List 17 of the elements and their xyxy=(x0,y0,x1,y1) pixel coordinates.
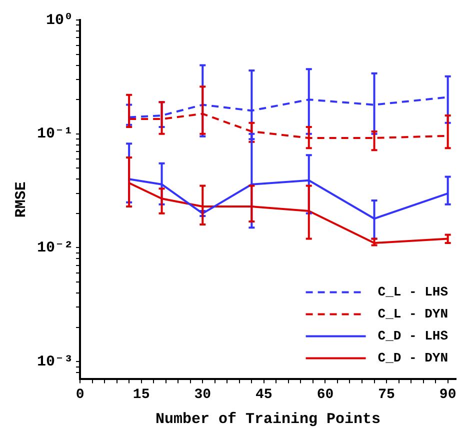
y-axis-title: RMSE xyxy=(12,182,30,218)
y-tick-label: 10⁰ xyxy=(46,12,74,29)
x-tick-label: 0 xyxy=(76,387,84,404)
legend-label: C_L - LHS xyxy=(378,284,448,300)
x-tick-label: 45 xyxy=(256,387,272,404)
x-tick-label: 90 xyxy=(439,387,456,404)
y-tick-label: 10⁻² xyxy=(36,239,74,256)
legend-label: C_D - DYN xyxy=(378,350,448,366)
y-tick-label: 10⁻¹ xyxy=(36,126,74,143)
x-tick-label: 30 xyxy=(194,387,212,404)
x-tick-label: 60 xyxy=(316,387,334,404)
legend-label: C_L - DYN xyxy=(378,306,448,322)
legend-label: C_D - LHS xyxy=(378,328,448,344)
x-axis-title: Number of Training Points xyxy=(155,410,381,428)
y-tick-label: 10⁻³ xyxy=(36,353,74,370)
x-tick-label: 15 xyxy=(132,387,150,404)
x-tick-label: 75 xyxy=(378,387,395,404)
